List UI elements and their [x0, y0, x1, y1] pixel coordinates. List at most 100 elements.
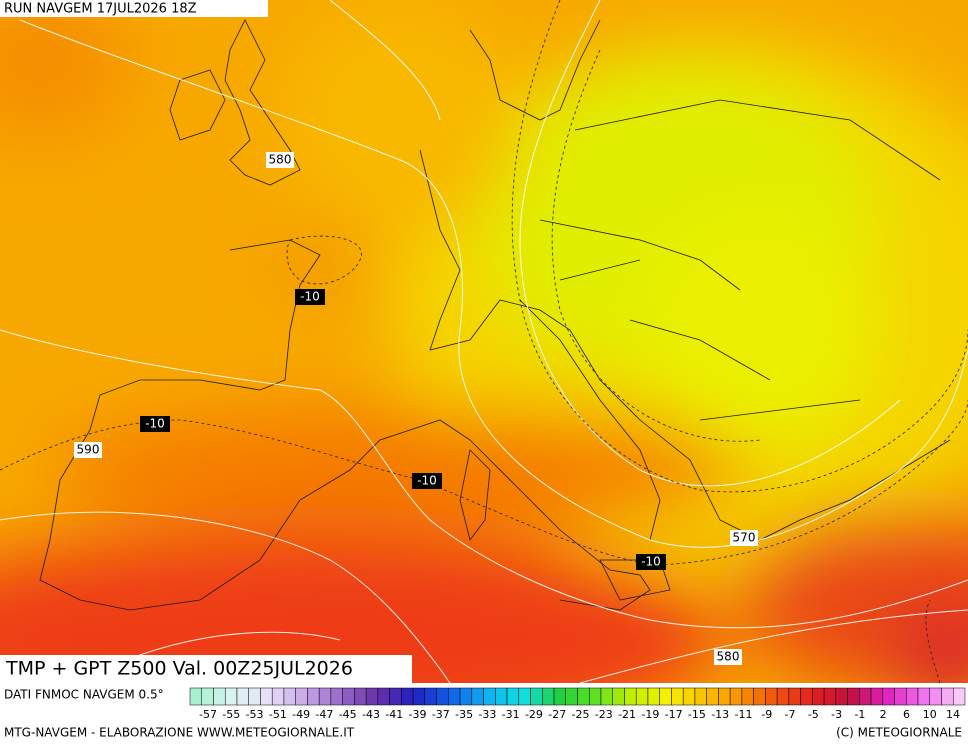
legend-swatch: [600, 687, 613, 706]
legend-label: -29: [525, 708, 543, 721]
legend-label: -35: [455, 708, 473, 721]
legend-swatch: [823, 687, 837, 706]
temp-label: -10: [641, 555, 661, 569]
color-legend: -57 -55 -53 -51 -49 -47 -45 -43 -41 -39 -37 -35 -33-…: [189, 687, 966, 721]
legend-label: -23: [595, 708, 613, 721]
legend-swatch: [401, 687, 414, 706]
legend-swatch: [436, 687, 449, 706]
legend-label: -37: [432, 708, 450, 721]
legend-swatch: [718, 687, 731, 706]
copyright-text: (C) METEOGIORNALE: [836, 726, 962, 740]
legend-swatch: [224, 687, 238, 706]
legend-swatch: [506, 687, 520, 706]
credit-text: MTG-NAVGEM - ELABORAZIONE WWW.METEOGIORN…: [4, 726, 355, 740]
legend-label: 2: [880, 708, 887, 721]
legend-label: -5: [808, 708, 819, 721]
legend-swatch: [518, 687, 531, 706]
legend-swatch: [800, 687, 813, 706]
legend-swatch: [530, 687, 543, 706]
temp-label: -10: [145, 417, 165, 431]
legend-label: -9: [761, 708, 772, 721]
legend-swatch: [412, 687, 426, 706]
title-box: [0, 655, 412, 683]
legend-swatch: [671, 687, 684, 706]
legend-label: -19: [641, 708, 659, 721]
legend-swatch: [318, 687, 332, 706]
legend-swatch: [859, 687, 872, 706]
legend-swatch: [565, 687, 578, 706]
legend-swatch: [682, 687, 696, 706]
legend-label: -1: [854, 708, 865, 721]
legend-swatch: [635, 687, 649, 706]
source-text: DATI FNMOC NAVGEM 0.5°: [4, 688, 164, 702]
legend-swatch: [729, 687, 743, 706]
header-box: [0, 0, 268, 17]
height-label: 590: [77, 443, 100, 457]
temp-label-box: [295, 289, 325, 305]
height-label-box: [730, 530, 758, 546]
legend-label: 6: [903, 708, 910, 721]
legend-swatch: [941, 687, 954, 706]
height-label-box: [74, 442, 102, 458]
legend-label: -17: [665, 708, 683, 721]
legend-swatch: [577, 687, 590, 706]
legend-swatch: [459, 687, 473, 706]
height-label-box: [714, 649, 742, 665]
run-title: RUN NAVGEM 17JUL2026 18Z: [4, 2, 197, 17]
legend-swatch: [354, 687, 367, 706]
legend-swatch: [917, 687, 931, 706]
legend-label: -43: [362, 708, 380, 721]
temp-label-box: [140, 416, 170, 432]
legend-swatch: [553, 687, 567, 706]
legend-label: -31: [502, 708, 520, 721]
temp-label: -10: [300, 290, 320, 304]
legend-swatch: [694, 687, 707, 706]
legend-label: -25: [572, 708, 590, 721]
legend-swatch: [213, 687, 226, 706]
legend-label: 10: [923, 708, 937, 721]
legend-swatch: [248, 687, 261, 706]
legend-label: -45: [339, 708, 357, 721]
legend-swatch: [260, 687, 273, 706]
legend-swatch: [307, 687, 320, 706]
legend-swatch: [765, 687, 778, 706]
legend-swatch: [929, 687, 942, 706]
legend-label: -51: [269, 708, 287, 721]
legend-swatch: [812, 687, 825, 706]
legend-label: -57: [199, 708, 217, 721]
legend-swatch: [283, 687, 296, 706]
legend-swatch: [953, 687, 966, 706]
coastlines: [39, 19, 951, 611]
legend-swatch: [588, 687, 602, 706]
legend-swatch: [624, 687, 637, 706]
isotherms: [0, 0, 968, 683]
legend-label: -41: [385, 708, 403, 721]
legend-label: -39: [409, 708, 427, 721]
legend-label: -49: [292, 708, 310, 721]
legend-swatch: [647, 687, 660, 706]
legend-swatch: [201, 687, 214, 706]
legend-swatch: [659, 687, 672, 706]
legend-label: -27: [548, 708, 566, 721]
legend-swatch: [788, 687, 801, 706]
legend-label: -55: [222, 708, 240, 721]
legend-swatch: [471, 687, 484, 706]
legend-label: -47: [315, 708, 333, 721]
map-labels: 580 590 570 580 -10 -10 -10 -10: [74, 152, 758, 665]
legend-swatch: [377, 687, 390, 706]
legend-swatch: [882, 687, 895, 706]
height-label: 570: [733, 531, 756, 545]
legend-swatch: [424, 687, 437, 706]
legend-label: -15: [688, 708, 706, 721]
legend-swatch: [906, 687, 919, 706]
legend-swatch: [776, 687, 790, 706]
legend-swatch: [835, 687, 848, 706]
temp-label-box: [636, 554, 666, 570]
legend-swatch: [870, 687, 884, 706]
legend-label: -21: [618, 708, 636, 721]
legend-swatch: [342, 687, 355, 706]
legend-swatch: [389, 687, 402, 706]
